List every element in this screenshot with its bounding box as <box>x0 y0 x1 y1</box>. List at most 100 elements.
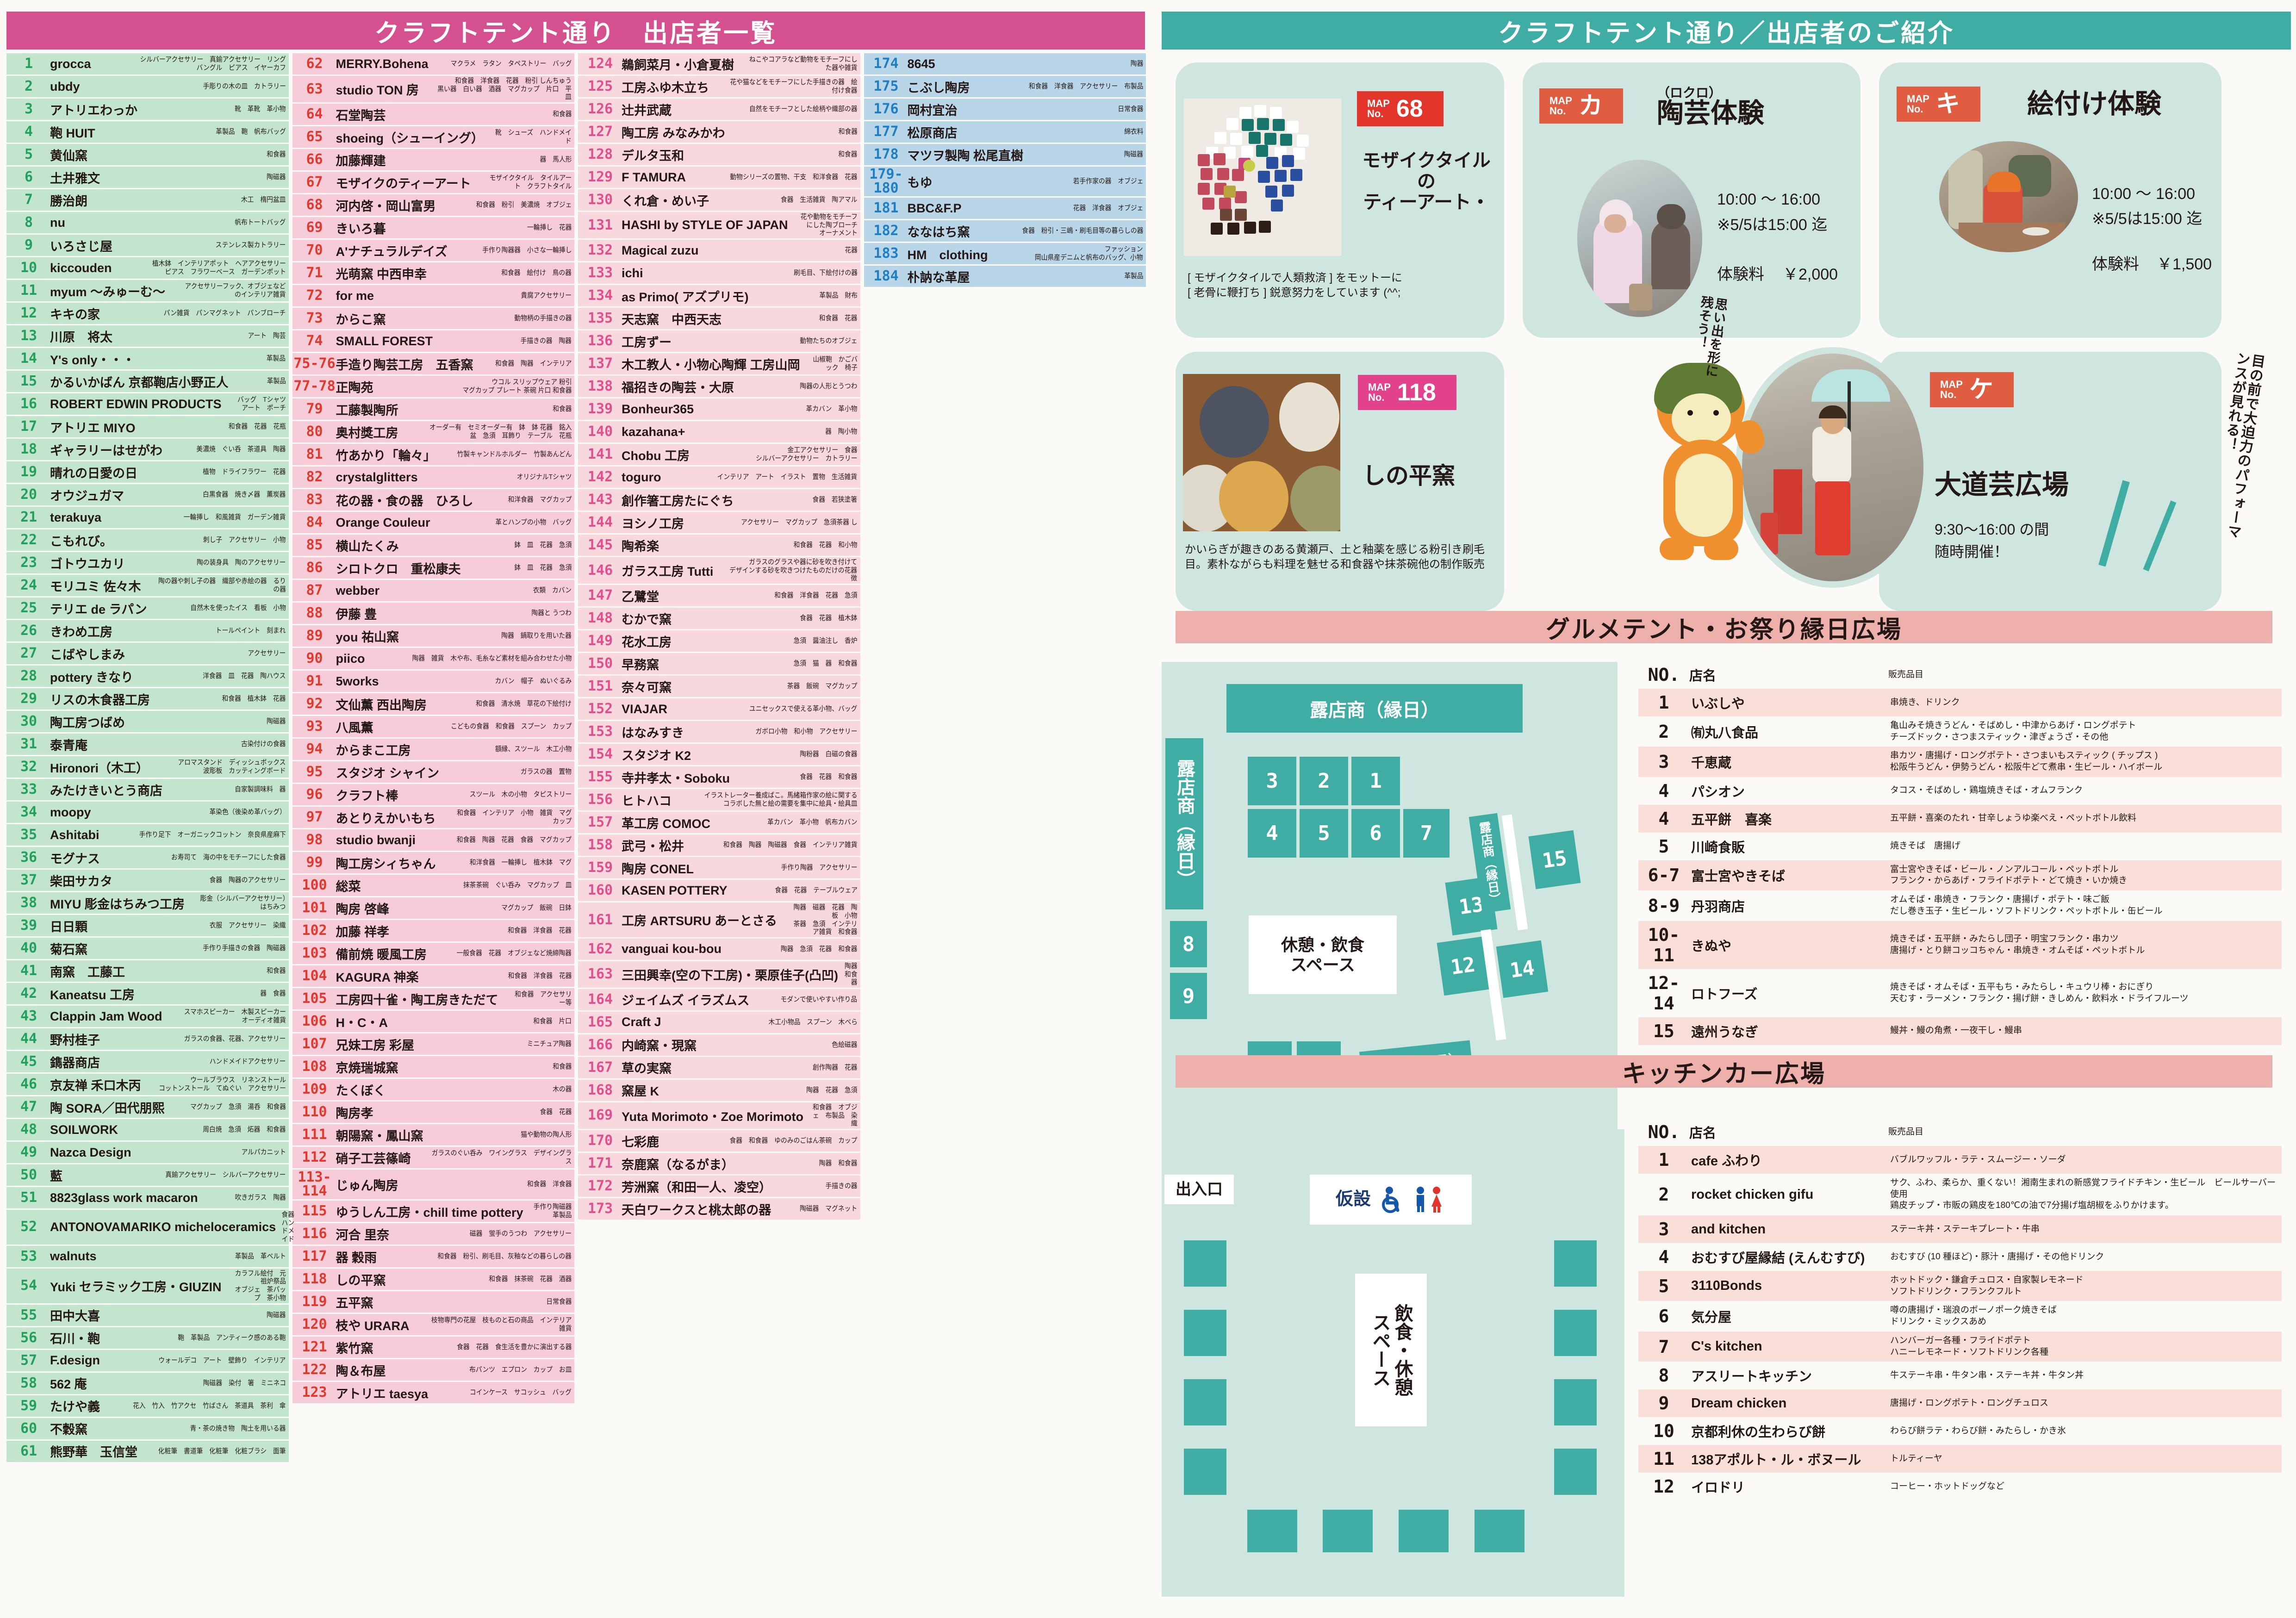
vendor-row[interactable]: 183 HM clothing ファッション 岡山県産デニムと帆布のバッグ、小物 <box>864 243 1146 264</box>
feature-card-mosaic[interactable]: MAP No. 68 モザイクタイル の ティーアート・ [ モザイクタイルで人… <box>1176 62 1504 338</box>
vendor-row[interactable]: 108 京焼瑞城窯 和食器 <box>292 1056 574 1078</box>
vendor-row[interactable]: 142 toguro インテリア アート イラスト 置物 生活雑貨 <box>578 467 860 488</box>
vendor-row[interactable]: 157 革工房 COMOC 革カバン 革小物 帆布カバン <box>578 812 860 834</box>
vendor-row[interactable]: 126 辻井武蔵 自然をモチーフとした絵柄や織部の器 <box>578 99 860 120</box>
vendor-row[interactable]: 173 天白ワークスと桃太郎の器 陶磁器 マグネット <box>578 1198 860 1220</box>
vendor-row[interactable]: 4 鞄 HUIT 革製品 鞄 帆布バッグ <box>6 121 289 143</box>
vendor-row[interactable]: 129 F TAMURA 動物シリーズの置物、干支 和洋食器 花器 <box>578 167 860 188</box>
gourmet-row[interactable]: 12-14 ロトフーズ 焼きそば・オムそば・五平もち・みたらし・キュウリ棒・おにぎり… <box>1638 969 2282 1017</box>
booth-1[interactable]: 1 <box>1351 757 1400 805</box>
vendor-row[interactable]: 75-76 手造り陶芸工房 五香窯 和食器 陶器 インテリア <box>292 353 574 375</box>
vendor-row[interactable]: 113-114 じゅん陶房 和食器 洋食器 <box>292 1170 574 1200</box>
gourmet-row[interactable]: 1 いぶしや 串焼き、ドリンク <box>1638 689 2282 716</box>
kitchencar-row[interactable]: 7 C's kitchen ハンバーガー各種・フライドポテト ハニーレモネード・ソフ… <box>1638 1331 2282 1362</box>
vendor-row[interactable]: 56 石川・鞄 鞄 革製品 アンティーク感のある鞄 <box>6 1327 289 1349</box>
kitchencar-slot-r3[interactable] <box>1554 1379 1597 1425</box>
vendor-row[interactable]: 11 myum 〜みゅーむ〜 アクセサリーフック、オブジェなどのインテリア雑貨 <box>6 280 289 301</box>
vendor-row[interactable]: 130 くれ倉・めい子 食器 生活雑貨 陶アマル <box>578 189 860 211</box>
vendor-row[interactable]: 133 ichi 刷毛目、下絵付けの器 <box>578 262 860 284</box>
kitchencar-row[interactable]: 12 イロドリ コーヒー・ホットドッグなど <box>1638 1473 2282 1500</box>
kitchencar-row[interactable]: 6 気分屋 噂の唐揚げ・瑞浪のボーノポーク焼きそば ドリンク・ミックスあめ <box>1638 1301 2282 1331</box>
vendor-row[interactable]: 31 泰青庵 古染付けの食器 <box>6 734 289 755</box>
vendor-row[interactable]: 49 Nazca Design アルパカニット <box>6 1142 289 1163</box>
vendor-row[interactable]: 10 kiccouden 植木鉢 インテリアポット ヘアアクセサリー ピアス フラワ… <box>6 257 289 279</box>
vendor-row[interactable]: 109 たくぼく 木の器 <box>292 1079 574 1101</box>
gourmet-map[interactable]: 露店商（縁日） 露店商（縁日） 3 2 1 4 5 6 7 8 9 休憩・飲食 … <box>1162 662 1618 1129</box>
kitchencar-row[interactable]: 3 and kitchen ステーキ丼・ステーキプレート・牛串 <box>1638 1215 2282 1244</box>
vendor-row[interactable]: 3 アトリエわっか 靴 革靴 革小物 <box>6 99 289 120</box>
vendor-row[interactable]: 150 早務窯 急須 猫 器 和食器 <box>578 653 860 675</box>
kitchencar-slot-b3[interactable] <box>1399 1510 1449 1552</box>
vendor-row[interactable]: 30 陶工房つばめ 陶磁器 <box>6 711 289 732</box>
vendor-row[interactable]: 86 シロトクロ 重松康夫 鉢 皿 花器 急須 <box>292 557 574 579</box>
vendor-row[interactable]: 69 きいろ暮 一輪挿し 花器 <box>292 217 574 239</box>
vendor-row[interactable]: 70 A'ナチュラルデイズ 手作り陶器器 小さな一輪挿し <box>292 240 574 261</box>
booth-4[interactable]: 4 <box>1248 809 1296 858</box>
vendor-row[interactable]: 80 奥村獎工房 オーダー有 セミオーダー有 鉢 鉢 花器 銘入 盆 急須 耳飾り … <box>292 421 574 443</box>
vendor-row[interactable]: 103 備前焼 暖風工房 一般食器 花器 オブジェなど焼締陶器 <box>292 943 574 965</box>
vendor-row[interactable]: 52 ANTONOVAMARIKO micheloceramics 食器 ハンドメイ… <box>6 1210 294 1245</box>
vendor-row[interactable]: 21 terakuya 一輪挿し 和風雑貨 ガーデン雑貨 <box>6 507 289 528</box>
vendor-row[interactable]: 146 ガラス工房 Tutti ガラスのグラスや器に砂を吹き付けて デザインする砂を… <box>578 557 860 584</box>
vendor-row[interactable]: 88 伊藤 豊 陶器と うつわ <box>292 603 574 624</box>
vendor-row[interactable]: 5 黄仙窯 和食器 <box>6 144 289 165</box>
vendor-row[interactable]: 65 shoeing（シューイング） 靴 シューズ ハンドメイド <box>292 126 574 148</box>
feature-card-street-performance[interactable]: MAP No. ケ 大道芸広場 9:30〜16:00 の間 随時開催！ <box>1879 352 2221 611</box>
vendor-row[interactable]: 37 柴田サカタ 食器 陶器のアクセサリー <box>6 870 289 891</box>
booth-3[interactable]: 3 <box>1248 757 1296 805</box>
vendor-row[interactable]: 147 乙鷺堂 和食器 洋食器 花器 急須 <box>578 585 860 607</box>
vendor-row[interactable]: 158 武弓・松井 和食器 陶器 陶磁器 食器 インテリア雑貨 <box>578 834 860 856</box>
booth-15[interactable]: 15 <box>1528 830 1581 890</box>
vendor-row[interactable]: 162 vanguai kou-bou 陶器 急須 花器 和食器 <box>578 938 860 960</box>
vendor-row[interactable]: 72 for me 貴腐アクセサリー <box>292 285 574 307</box>
vendor-row[interactable]: 1 grocca シルバーアクセサリー 真鍮アクセサリー リング バングル ピアス … <box>6 53 289 75</box>
vendor-row[interactable]: 71 光萌窯 中西申幸 和食器 絵付け 鳥の器 <box>292 262 574 284</box>
vendor-row[interactable]: 53 walnuts 革製品 革ベルト <box>6 1245 289 1267</box>
vendor-row[interactable]: 77-78 正陶苑 ウコル スリップウェア 粉引 マグカップ プレート 茶碗 片口 … <box>292 376 574 398</box>
vendor-row[interactable]: 128 デルタ玉和 和食器 <box>578 144 860 165</box>
booth-7[interactable]: 7 <box>1403 809 1450 858</box>
vendor-row[interactable]: 123 アトリエ taesya コインケース サコッシュ バッグ <box>292 1382 574 1404</box>
vendor-row[interactable]: 25 テリエ de ラパン 自然木を使ったイス 看板 小物 <box>6 597 289 619</box>
vendor-row[interactable]: 51 8823glass work macaron 吹きガラス 陶器 <box>6 1187 289 1208</box>
vendor-row[interactable]: 90 piico 陶器 雑貨 木や布、毛糸など素材を組み合わせた小物 <box>292 648 574 670</box>
vendor-row[interactable]: 64 石堂陶芸 和食器 <box>292 104 574 125</box>
vendor-row[interactable]: 105 工房四十雀・陶工房きただて 和食器 アクセサリー等 <box>292 988 574 1010</box>
vendor-row[interactable]: 139 Bonheur365 革カバン 革小物 <box>578 398 860 420</box>
vendor-row[interactable]: 61 熊野華 玉信堂 化粧筆 書道筆 化粧筆 化粧ブラシ 面筆 <box>6 1440 289 1462</box>
vendor-row[interactable]: 107 兄妹工房 彩屋 ミニチュア陶器 <box>292 1033 574 1055</box>
vendor-row[interactable]: 97 あとりえかいもち 和食器 インテリア 小物 雑貨 マグカップ <box>292 807 574 828</box>
vendor-row[interactable]: 143 創作箸工房たにぐち 食器 若狭塗箸 <box>578 489 860 511</box>
vendor-row[interactable]: 91 5works カバン 帽子 ぬいぐるみ <box>292 671 574 692</box>
vendor-row[interactable]: 169 Yuta Morimoto・Zoe Morimoto 和食器 オブジェ 布製… <box>578 1102 860 1129</box>
vendor-row[interactable]: 144 ヨシノ工房 アクセサリー マグカップ 急須茶器 し <box>578 512 860 534</box>
vendor-row[interactable]: 170 七彩鹿 食器 和食器 ゆのみのごはん茶碗 カップ <box>578 1130 860 1151</box>
kitchencar-row[interactable]: 8 アスリートキッチン 牛ステーキ串・牛タン串・ステーキ丼・牛タン丼 <box>1638 1362 2282 1389</box>
vendor-row[interactable]: 154 スタジオ K2 陶粉器 白磁の食器 <box>578 744 860 765</box>
vendor-row[interactable]: 2 ubdy 手彫りの木の皿 カトラリー <box>6 76 289 97</box>
vendor-row[interactable]: 68 河内啓・岡山富男 和食器 粉引 美濃焼 オブジェ <box>292 194 574 216</box>
vendor-row[interactable]: 151 奈々可窯 茶器 飯碗 マグカップ <box>578 676 860 697</box>
vendor-row[interactable]: 48 SOILWORK 周白焼 急須 炻器 和食器 <box>6 1119 289 1140</box>
vendor-row[interactable]: 145 陶希楽 和食器 花器 和小物 <box>578 535 860 556</box>
vendor-row[interactable]: 174 8645 陶器 <box>864 53 1146 75</box>
vendor-row[interactable]: 131 HASHI by STYLE OF JAPAN 花や動物をモチーフにした陶ブ… <box>578 212 860 239</box>
vendor-row[interactable]: 60 不穀窯 青・茶の焼き物 陶土を用いる器 <box>6 1418 289 1439</box>
vendor-row[interactable]: 159 陶房 CONEL 手作り陶器 アクセサリー <box>578 857 860 879</box>
kitchencar-row[interactable]: 2 rocket chicken gifu サク、ふわ、柔らか、重くない！湘南生まれ… <box>1638 1174 2282 1215</box>
kitchencar-slot-r1[interactable] <box>1554 1240 1597 1287</box>
vendor-row[interactable]: 181 BBC&F.P 花器 洋食器 オブジェ <box>864 198 1146 219</box>
kitchencar-row[interactable]: 11 138アポルト・ル・ボヌール トルティーヤ <box>1638 1445 2282 1473</box>
vendor-row[interactable]: 12 キキの家 パン雑貨 パンマグネット パンブローチ <box>6 303 289 324</box>
vendor-row[interactable]: 122 陶＆布屋 布パンツ エプロン カップ お皿 <box>292 1359 574 1381</box>
vendor-row[interactable]: 111 朝陽窯・鳳山窯 猫や動物の陶人形 <box>292 1124 574 1146</box>
vendor-row[interactable]: 50 藍 真鍮アクセサリー シルバーアクセサリー <box>6 1164 289 1186</box>
gourmet-row[interactable]: 4 パシオン タコス・そばめし・鶏塩焼きそば・オムフランク <box>1638 777 2282 805</box>
vendor-row[interactable]: 41 南窯 工藤工 和食器 <box>6 960 289 982</box>
booth-14[interactable]: 14 <box>1496 940 1549 998</box>
vendor-row[interactable]: 101 陶房 啓峰 マグカップ 飯碗 日鉢 <box>292 897 574 919</box>
vendor-row[interactable]: 124 鵜飼菜月・小倉夏樹 ねこやコアラなど動物をモチーフにした器や雑貨 <box>578 53 860 75</box>
vendor-row[interactable]: 182 ななはち窯 食器 粉引・三嶋・刷毛目等の暮らしの器 <box>864 220 1146 242</box>
vendor-row[interactable]: 164 ジェイムズ イラズムス モダンで使いやすい作り品 <box>578 989 860 1010</box>
vendor-row[interactable]: 59 たけや義 花入 竹入 竹アクセ 竹ばさん 茶道具 茶利 傘 <box>6 1395 289 1417</box>
